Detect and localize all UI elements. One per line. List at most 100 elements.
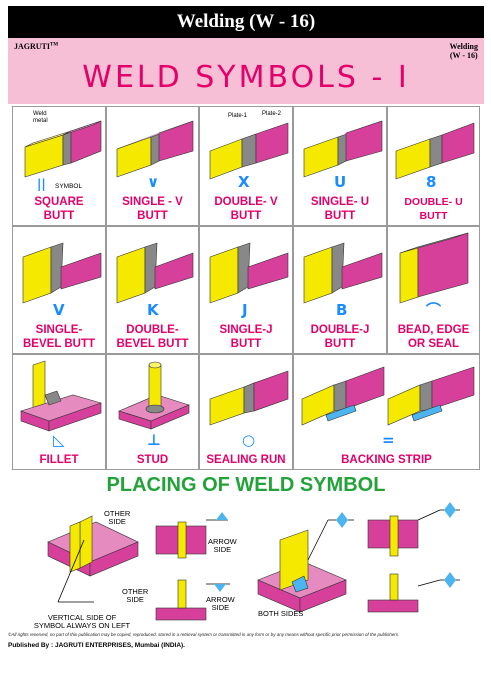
stud-illustration (118, 361, 190, 430)
corner-code-line2: (W - 16) (449, 51, 478, 60)
square-butt-symbol: || (37, 177, 46, 191)
single-j-label-1: SINGLE-J (219, 324, 273, 336)
vertical-side-note: VERTICAL SIDE OF SYMBOL ALWAYS ON LEFT (32, 614, 132, 630)
double-u-symbol: 8 (426, 173, 437, 191)
other-side-label-2: OTHER SIDE (122, 588, 148, 604)
double-j-label-2: BUTT (324, 338, 356, 350)
bead-edge-label-2: OR SEAL (407, 338, 460, 350)
single-u-butt-illustration (303, 120, 383, 178)
single-v-butt-illustration (116, 120, 194, 178)
sealing-run-symbol: ○ (242, 431, 256, 449)
arrow-side-label-1a: ARROW (208, 537, 237, 546)
symbol-note: SYMBOL (55, 183, 83, 190)
single-v-label-2: BUTT (137, 210, 168, 222)
other-side-label-1b: SIDE (108, 517, 126, 526)
double-bevel-label-1: DOUBLE- (126, 324, 179, 336)
cell-double-j-butt: B DOUBLE-J BUTT (293, 226, 387, 354)
stud-symbol: ⊥ (147, 431, 161, 449)
corner-code-line1: Welding (449, 42, 478, 51)
single-u-symbol: U (334, 173, 347, 191)
double-v-label-1: DOUBLE- V (214, 196, 278, 208)
double-v-label-2: BUTT (230, 210, 262, 222)
double-j-butt-illustration (303, 242, 383, 304)
square-butt-illustration (24, 120, 102, 178)
double-u-butt-illustration (395, 122, 475, 180)
weld-metal-note-b: metal (33, 118, 48, 124)
backing-strip-symbol: = (382, 431, 395, 449)
published-by-label: Published By : (8, 642, 54, 649)
backing-strip-illustration (301, 366, 475, 426)
single-u-label-1: SINGLE- U (310, 196, 370, 208)
brand-name: JAGRUTI (14, 42, 51, 51)
double-j-label-1: DOUBLE-J (310, 324, 370, 336)
weld-metal-note-a: Weld (33, 111, 47, 117)
fillet-illustration (20, 360, 102, 432)
single-v-label-1: SINGLE - V (122, 196, 183, 208)
cell-double-v-butt: Plate-1 Plate-2 X DOUBLE- V BUTT (199, 106, 293, 226)
other-side-label-1a: OTHER (104, 509, 131, 518)
square-butt-label-1: SQUARE (34, 196, 84, 208)
other-side-label-1: OTHER SIDE (104, 510, 130, 526)
arrow-side-label-2a: ARROW (206, 595, 235, 604)
rights-notice: ©All rights reserved, no part of this pu… (8, 632, 400, 637)
bead-edge-illustration (399, 232, 469, 304)
placing-diagrams (47, 502, 460, 621)
bead-edge-symbol: ⌒ (426, 301, 442, 319)
weld-symbol-grid: Weld metal || SYMBOL SQUARE BUTT ∨ SINGL… (12, 106, 480, 470)
single-bevel-label-2: BEVEL BUTT (23, 338, 95, 350)
single-bevel-butt-illustration (22, 242, 102, 304)
cell-sealing-run: ○ SEALING RUN (199, 354, 293, 470)
corner-code: Welding (W - 16) (450, 42, 478, 60)
cell-backing-strip: = BACKING STRIP (293, 354, 480, 470)
placing-title: PLACING OF WELD SYMBOL (106, 474, 386, 496)
vertical-side-note-2: SYMBOL ALWAYS ON LEFT (33, 621, 131, 630)
cell-stud: ⊥ STUD (106, 354, 199, 470)
arrow-side-label-2b: SIDE (211, 603, 230, 612)
publisher-line: Published By : JAGRUTI ENTERPRISES, Mumb… (8, 642, 185, 649)
single-j-label-2: BUTT (230, 338, 262, 350)
main-title: WELD SYMBOLS - I (82, 60, 410, 95)
backing-strip-label: BACKING STRIP (341, 454, 432, 466)
double-v-butt-illustration (209, 122, 289, 180)
sealing-run-illustration (209, 370, 289, 426)
publisher-name: JAGRUTI ENTERPRISES, Mumbai (INDIA). (54, 642, 185, 649)
cell-double-bevel-butt: K DOUBLE- BEVEL BUTT (106, 226, 199, 354)
top-title-bar: Welding (W - 16) (8, 6, 484, 38)
fillet-symbol: ◺ (53, 431, 65, 449)
cell-square-butt: Weld metal || SYMBOL SQUARE BUTT (12, 106, 106, 226)
cell-single-j-butt: J SINGLE-J BUTT (199, 226, 293, 354)
arrow-side-label-1: ARROW SIDE (208, 538, 237, 554)
double-v-symbol: X (238, 173, 250, 191)
sealing-run-label: SEALING RUN (206, 454, 286, 466)
footer: ©All rights reserved, no part of this pu… (8, 632, 484, 672)
stud-label: STUD (136, 454, 169, 466)
square-butt-label-2: BUTT (43, 210, 75, 222)
single-u-label-2: BUTT (324, 210, 356, 222)
single-bevel-symbol: V (53, 301, 65, 319)
double-bevel-symbol: K (147, 301, 159, 319)
bead-edge-label-1: BEAD, EDGE (397, 324, 470, 336)
vertical-side-note-1: VERTICAL SIDE OF (47, 613, 117, 622)
double-bevel-label-2: BEVEL BUTT (116, 338, 189, 350)
both-sides-label: BOTH SIDES (258, 609, 304, 618)
poster: Welding (W - 16) JAGRUTITM Welding (W - … (8, 6, 484, 673)
brand-trademark: TM (50, 42, 59, 48)
other-side-label-2a: OTHER (122, 587, 149, 596)
double-j-symbol: B (336, 301, 348, 319)
title-banner: JAGRUTITM Welding (W - 16) WELD SYMBOLS … (8, 38, 484, 104)
cell-single-bevel-butt: V SINGLE- BEVEL BUTT (12, 226, 106, 354)
double-bevel-butt-illustration (116, 242, 194, 304)
double-u-label-2: BUTT (419, 210, 448, 222)
cell-single-u-butt: U SINGLE- U BUTT (293, 106, 387, 226)
fillet-label: FILLET (39, 454, 79, 466)
cell-fillet: ◺ FILLET (12, 354, 106, 470)
double-u-label-1: DOUBLE- U (404, 196, 463, 208)
cell-double-u-butt: 8 DOUBLE- U BUTT (387, 106, 480, 226)
cell-bead-edge-seal: ⌒ BEAD, EDGE OR SEAL (387, 226, 480, 354)
arrow-side-label-2: ARROW SIDE (206, 596, 235, 612)
other-side-label-2b: SIDE (126, 595, 144, 604)
plate-2-note: Plate-2 (262, 111, 282, 117)
arrow-side-label-1b: SIDE (213, 545, 232, 554)
cell-single-v-butt: ∨ SINGLE - V BUTT (106, 106, 199, 226)
single-v-symbol: ∨ (147, 173, 160, 191)
